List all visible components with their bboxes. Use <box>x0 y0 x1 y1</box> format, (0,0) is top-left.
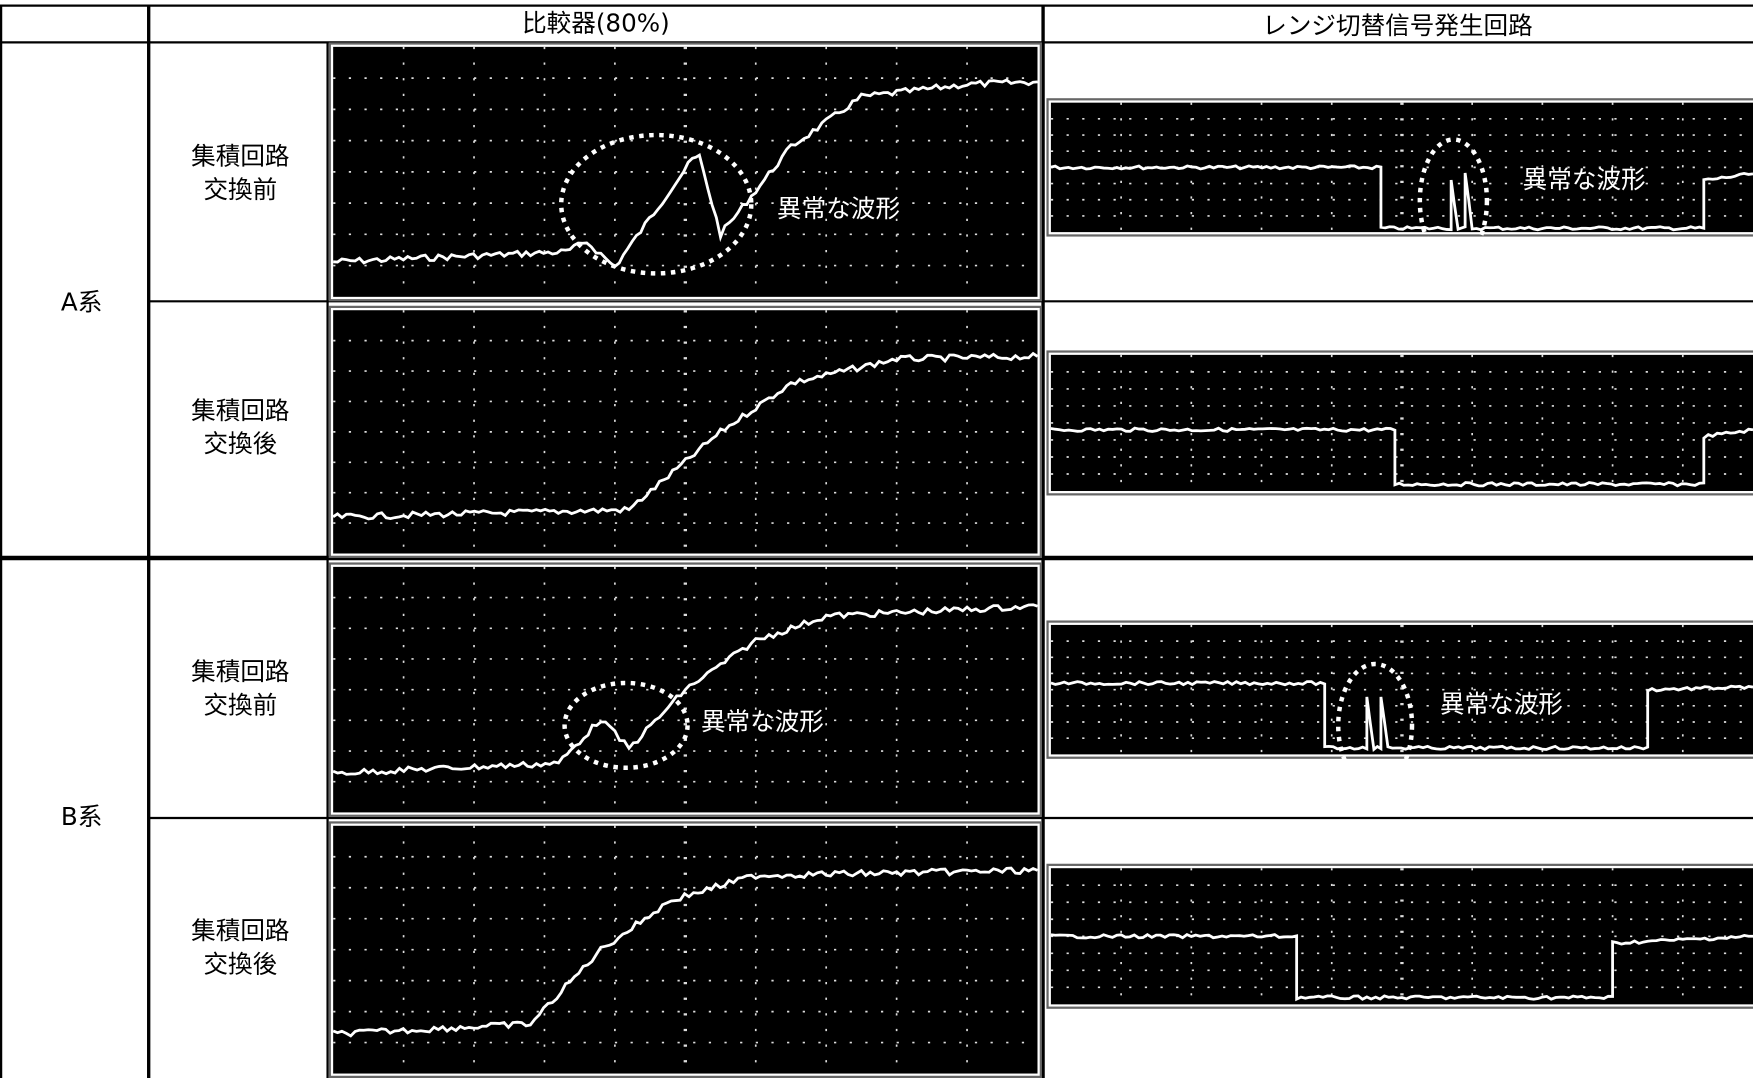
table: 比較器(80%) レンジ切替信号発生回路 A系集積回路交換前異常な波形異常な波形… <box>0 0 1753 1078</box>
column-header: 比較器(80%) <box>522 9 670 38</box>
row-label: 集積回路 <box>191 916 289 945</box>
scope-screen <box>333 826 1037 1074</box>
row-label: 交換後 <box>203 429 277 458</box>
annotation: 異常な波形 <box>1440 689 1563 718</box>
row-label: 交換前 <box>203 175 277 204</box>
annotation: 異常な波形 <box>1523 165 1646 194</box>
row-label: 集積回路 <box>191 141 289 170</box>
annotation: 異常な波形 <box>701 707 824 736</box>
group-label: B系 <box>61 802 102 831</box>
page: {"header": {"comparator": "比較器(80%)", "r… <box>0 0 1753 1078</box>
column-header: レンジ切替信号発生回路 <box>1262 11 1532 40</box>
row-label: 交換後 <box>203 949 277 978</box>
annotation: 異常な波形 <box>777 194 900 223</box>
scope-screen <box>333 310 1037 553</box>
row-label: 集積回路 <box>191 657 289 686</box>
row-label: 交換前 <box>203 690 277 719</box>
row-label: 集積回路 <box>191 396 289 425</box>
group-label: A系 <box>61 288 102 317</box>
